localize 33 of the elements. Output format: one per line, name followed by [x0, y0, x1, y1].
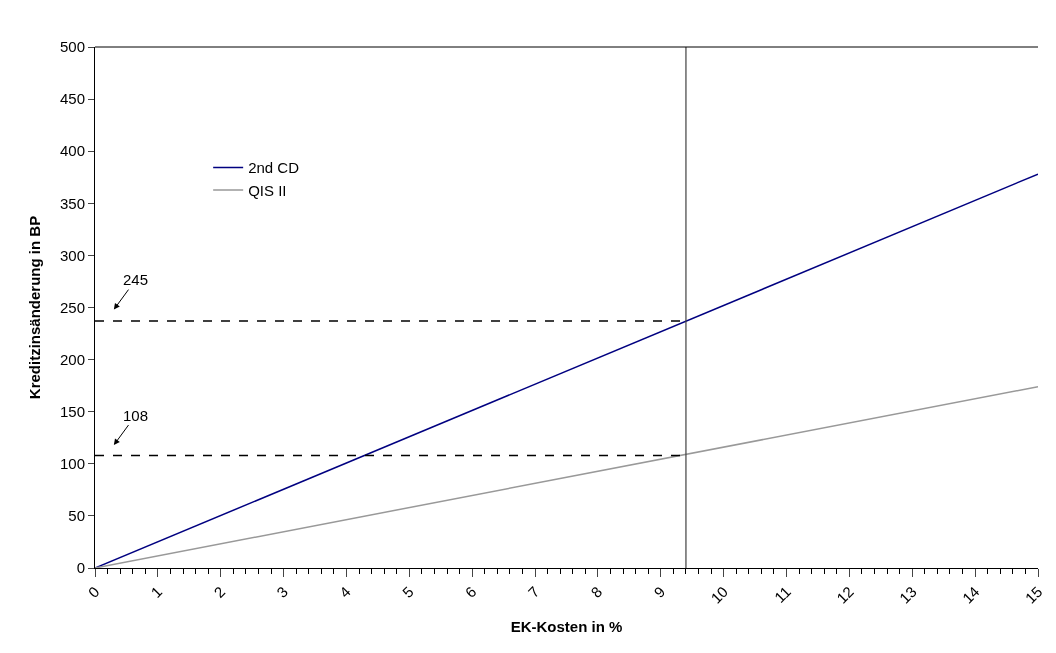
y-tick-label: 200: [59, 350, 85, 368]
annotation: 108: [123, 407, 149, 424]
y-tick-label: 150: [59, 402, 85, 420]
x-tick-label: 5: [398, 582, 417, 601]
y-tick-label: 100: [59, 455, 85, 473]
x-tick-label: 4: [335, 582, 354, 601]
x-tick-label: 6: [461, 582, 480, 601]
x-tick-label: 3: [273, 582, 292, 601]
y-tick-label: 500: [59, 38, 85, 56]
x-tick-label: 2: [210, 582, 229, 601]
x-tick-label: 1: [147, 582, 166, 601]
x-tick-label: 12: [833, 582, 857, 607]
x-axis-title: EK-Kosten in %: [510, 617, 623, 635]
y-tick-label: 400: [59, 142, 85, 160]
x-tick-label: 0: [84, 582, 103, 601]
legend-label: 2nd CD: [248, 159, 300, 177]
x-tick-label: 14: [958, 582, 983, 607]
y-tick-label: 300: [59, 246, 85, 264]
x-tick-label: 15: [1021, 582, 1046, 607]
y-tick-label: 250: [59, 298, 85, 316]
y-tick-label: 0: [76, 559, 85, 577]
x-tick-label: 8: [587, 582, 606, 601]
x-tick-label: 7: [524, 582, 543, 601]
x-tick-label: 11: [770, 582, 794, 606]
y-tick-label: 450: [59, 90, 85, 108]
y-tick-label: 350: [59, 194, 85, 212]
x-tick-label: 13: [895, 582, 920, 607]
x-tick-label: 9: [650, 582, 669, 601]
x-tick-label: 10: [707, 582, 732, 607]
y-tick-label: 50: [68, 507, 85, 525]
legend-label: QIS II: [248, 181, 287, 199]
y-axis-title: Kreditzinsänderung in BP: [26, 215, 44, 400]
annotation: 245: [123, 271, 149, 288]
